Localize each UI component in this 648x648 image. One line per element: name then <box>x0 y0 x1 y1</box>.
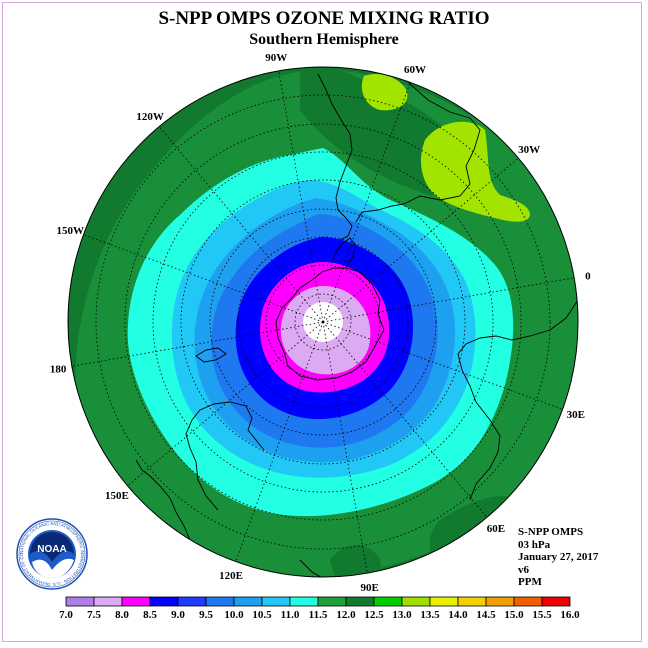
longitude-label: 150W <box>56 225 84 237</box>
figure-frame <box>2 2 642 642</box>
colorbar-tick-label: 10.0 <box>224 609 244 621</box>
longitude-labels: 90W 60W 30W 0 30E 60E 90E 120E 150E 180 150W 120W <box>50 52 591 594</box>
colorbar-tick-label: 11.5 <box>309 609 328 621</box>
colorbar-swatch <box>373 596 403 607</box>
colorbar-swatch <box>65 596 95 607</box>
info-version: v6 <box>518 563 529 576</box>
colorbar-tick-label: 15.5 <box>532 609 552 621</box>
colorbar-tick-label: 13.0 <box>392 609 412 621</box>
level-12-5-fill-b <box>420 121 530 222</box>
coastline-australia <box>185 401 265 511</box>
colorbar-tick-label: 7.5 <box>87 609 101 621</box>
colorbar-tick-label: 7.0 <box>59 609 73 621</box>
meridian-line <box>68 227 324 323</box>
colorbar-tick-label: 8.0 <box>115 609 129 621</box>
level-12-5-fill-a <box>361 73 408 111</box>
longitude-label: 180 <box>50 364 67 376</box>
longitude-meridians <box>68 67 578 577</box>
info-block: S-NPP OMPS 03 hPa January 27, 2017 v6 PP… <box>518 526 598 589</box>
colorbar-swatch <box>121 596 151 607</box>
colorbar-swatch <box>345 596 375 607</box>
meridian-line <box>322 67 418 323</box>
colorbar-swatch <box>513 596 543 607</box>
meridian-line <box>322 321 501 533</box>
colorbar-swatch <box>93 596 123 607</box>
coastline-africa <box>457 299 578 501</box>
colorbar-tick-label: 15.0 <box>504 609 524 621</box>
longitude-label: 90E <box>361 582 379 594</box>
meridian-line <box>322 321 578 417</box>
colorbar-swatch <box>401 596 431 607</box>
meridian-line <box>274 67 324 323</box>
colorbar-swatch <box>457 596 487 607</box>
latitude-circles <box>95 94 551 550</box>
colorbar-swatches <box>65 596 571 607</box>
colorbar-tick-label: 9.0 <box>171 609 185 621</box>
colorbar-tick-label: 9.5 <box>199 609 213 621</box>
meridian-line <box>68 321 324 371</box>
longitude-label: 120E <box>219 570 243 582</box>
colorbar-tick-label: 11.0 <box>281 609 300 621</box>
logo-text: NOAA <box>37 544 66 555</box>
colorbar-tick-label: 12.0 <box>336 609 356 621</box>
colorbar-swatch <box>205 596 235 607</box>
level-12-0-fill-south <box>330 545 381 577</box>
colorbar-labels: 7.0 7.5 8.0 8.5 9.0 9.5 10.0 10.5 11.0 11.5 12.0 12… <box>59 609 580 621</box>
colorbar-swatch <box>541 596 571 607</box>
longitude-label: 60E <box>487 523 505 535</box>
colorbar-swatch <box>177 596 207 607</box>
colorbar-tick-label: 8.5 <box>143 609 157 621</box>
colorbar-tick-label: 10.5 <box>252 609 272 621</box>
info-pressure: 03 hPa <box>518 538 551 551</box>
meridian-line <box>322 144 534 323</box>
longitude-label: 90W <box>265 52 287 64</box>
map-subtitle: Southern Hemisphere <box>249 31 399 48</box>
colorbar-swatch <box>429 596 459 607</box>
meridian-line <box>322 273 578 323</box>
coastlines <box>135 67 578 577</box>
colorbar-swatch <box>149 596 179 607</box>
colorbar-swatch <box>317 596 347 607</box>
longitude-label: 150E <box>105 490 129 502</box>
coastline-south-america <box>317 73 353 241</box>
meridian-line <box>145 111 324 323</box>
coastline-tasmania <box>135 459 191 541</box>
longitude-label: 30W <box>518 144 540 156</box>
noaa-logo-icon: NATIONAL OCEANIC AND ATMOSPHERIC ADMINIS… <box>16 518 88 590</box>
longitude-label: 30E <box>567 409 585 421</box>
colorbar-tick-label: 16.0 <box>560 609 580 621</box>
colorbar-tick-label: 14.0 <box>448 609 468 621</box>
colorbar-tick-label: 14.5 <box>476 609 496 621</box>
colorbar-tick-label: 12.5 <box>364 609 384 621</box>
colorbar-swatch <box>261 596 291 607</box>
colorbar-swatch <box>233 596 263 607</box>
colorbar-swatch <box>289 596 319 607</box>
coastline-south-america-east <box>355 67 481 223</box>
coastline-antarctic-peninsula <box>331 237 357 269</box>
longitude-label: 120W <box>136 111 164 123</box>
longitude-label: 0 <box>585 270 591 282</box>
colorbar-tick-label: 13.5 <box>420 609 440 621</box>
colorbar-swatch <box>485 596 515 607</box>
coastline-new-zealand <box>195 347 227 363</box>
map-title: S-NPP OMPS OZONE MIXING RATIO <box>158 8 490 29</box>
map-boundary <box>67 66 579 578</box>
longitude-label: 60W <box>404 64 426 76</box>
info-date: January 27, 2017 <box>518 551 599 563</box>
meridian-line <box>228 321 324 577</box>
meridian-line <box>112 321 324 500</box>
coastline-antarctica <box>275 267 385 381</box>
info-units: PPM <box>518 576 542 588</box>
meridian-line <box>322 321 372 577</box>
info-instrument: S-NPP OMPS <box>518 526 584 538</box>
